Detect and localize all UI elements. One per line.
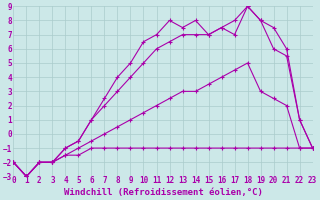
X-axis label: Windchill (Refroidissement éolien,°C): Windchill (Refroidissement éolien,°C) [64, 188, 262, 197]
